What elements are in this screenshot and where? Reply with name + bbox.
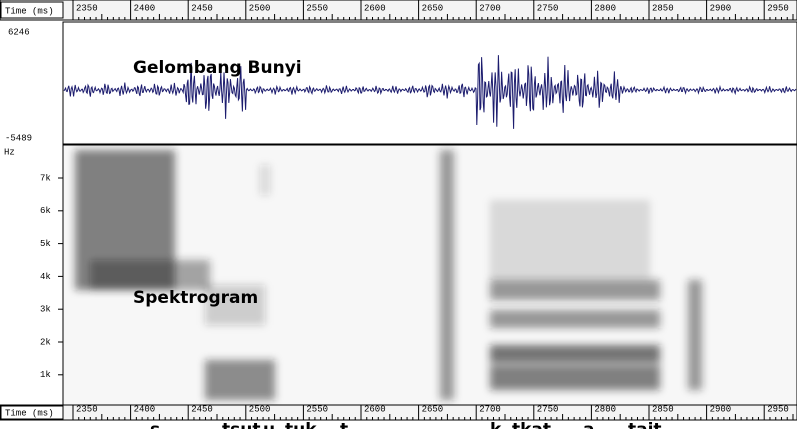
transcription-segment: tkat	[512, 420, 551, 429]
ruler-tick-label: 2750	[537, 3, 559, 13]
ruler-tick-label: 2350	[76, 3, 98, 13]
frequency-tick-label: 6k	[40, 206, 51, 216]
spectrogram-energy	[490, 200, 650, 280]
spectrogram-energy	[688, 280, 702, 390]
transcription-segment: k	[490, 420, 502, 429]
transcription-segment: a	[583, 420, 594, 429]
ruler-label-box	[0, 1, 64, 19]
frequency-tick-label: 2k	[40, 337, 51, 347]
frequency-tick-label: 7k	[40, 173, 51, 183]
ruler-tick-label: 2500	[249, 404, 271, 414]
ruler-tick-label: 2650	[422, 3, 444, 13]
spectrogram-energy	[260, 165, 270, 195]
spectrogram-energy	[490, 365, 660, 390]
ruler-label: Time (ms)	[5, 408, 54, 418]
bottom-ruler	[0, 404, 797, 421]
ruler-tick-label: 2800	[594, 404, 616, 414]
ruler-tick-label: 2750	[537, 404, 559, 414]
ruler-tick-label: 2700	[479, 3, 501, 13]
ruler-tick-label: 2950	[767, 3, 789, 13]
ruler-tick-label: 2500	[249, 3, 271, 13]
spectrogram-energy	[205, 285, 265, 325]
frequency-tick-label: 3k	[40, 305, 51, 315]
ruler-tick-label: 2800	[594, 3, 616, 13]
ruler-label: Time (ms)	[5, 6, 54, 16]
ruler-tick-label: 2900	[710, 404, 732, 414]
transcription-segment: tuk	[285, 420, 317, 429]
waveform-trace	[63, 55, 797, 129]
frequency-tick-label: 5k	[40, 239, 51, 249]
amplitude-max: 6246	[8, 27, 30, 37]
frequency-tick-label: 4k	[40, 272, 51, 282]
ruler-tick-label: 2600	[364, 3, 386, 13]
ruler-tick-label: 2400	[134, 404, 156, 414]
transcription-segment: tsut	[222, 420, 260, 429]
transcription-segment: t	[340, 420, 348, 429]
ruler-tick-label: 2400	[134, 3, 156, 13]
ruler-tick-label: 2350	[76, 404, 98, 414]
spectrogram-energy	[490, 280, 660, 300]
ruler-tick-label: 2700	[479, 404, 501, 414]
spectrogram-image	[75, 150, 702, 400]
ruler-tick-label: 2850	[652, 404, 674, 414]
frequency-unit: Hz	[4, 147, 15, 157]
ruler-tick-label: 2850	[652, 3, 674, 13]
ruler-label-box	[0, 405, 64, 420]
ruler-tick-label: 2900	[710, 3, 732, 13]
ruler-tick-label: 2450	[191, 404, 213, 414]
spectrogram-energy	[90, 260, 210, 290]
spectrogram-energy	[205, 360, 275, 400]
spectrogram-energy	[490, 310, 660, 328]
transcription-segment: u	[263, 420, 275, 429]
waveform-panel	[62, 21, 797, 145]
ruler-tick-label: 2550	[306, 3, 328, 13]
transcription-segment: tait	[628, 420, 662, 429]
waveform-caption: Gelombang Bunyi	[133, 58, 302, 78]
ruler-tick-label: 2950	[767, 404, 789, 414]
frequency-tick-label: 1k	[40, 370, 51, 380]
ruler-tick-label: 2550	[306, 404, 328, 414]
spectrogram-energy	[440, 150, 454, 400]
amplitude-min: -5489	[5, 133, 32, 143]
spectrogram-caption: Spektrogram	[133, 288, 258, 308]
top-ruler	[0, 0, 797, 21]
ruler-tick-label: 2450	[191, 3, 213, 13]
spectrogram-energy	[490, 345, 660, 363]
ruler-tick-label: 2650	[422, 404, 444, 414]
ruler-tick-label: 2600	[364, 404, 386, 414]
transcription-segment: s	[150, 420, 160, 429]
